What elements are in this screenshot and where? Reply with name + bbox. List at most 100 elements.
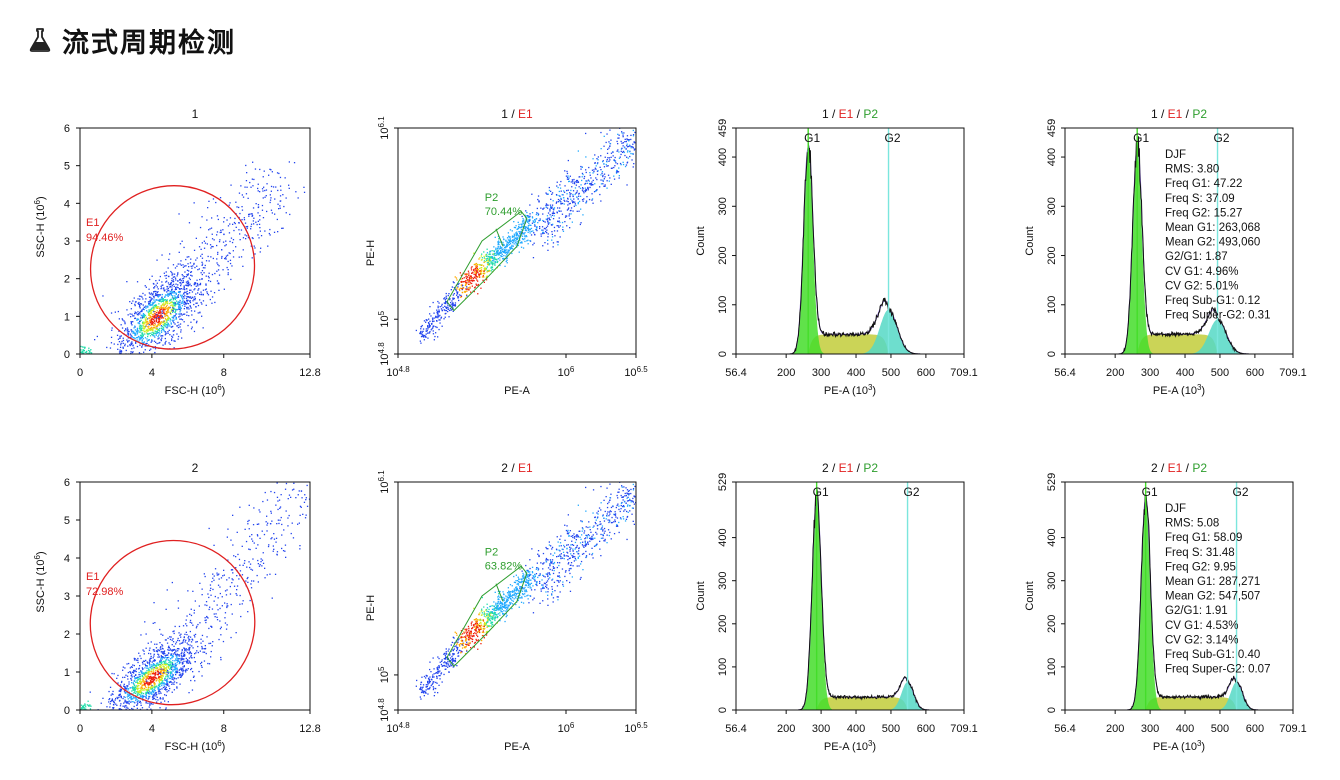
event-dot — [80, 345, 82, 348]
event-dot — [601, 171, 604, 173]
event-dot — [527, 239, 529, 241]
event-dot — [149, 695, 151, 698]
event-dot — [180, 636, 182, 638]
event-dot — [175, 670, 177, 673]
event-dot — [179, 301, 181, 303]
page-title: 流式周期检测 — [28, 20, 236, 60]
event-dot — [161, 656, 163, 658]
event-dot — [217, 584, 220, 586]
event-dot — [142, 313, 145, 315]
event-dot — [125, 328, 127, 330]
event-dot — [599, 193, 601, 196]
event-dot — [505, 246, 507, 248]
event-dot — [162, 656, 164, 658]
event-dot — [427, 326, 429, 328]
event-dot — [143, 314, 145, 316]
event-dot — [277, 189, 279, 192]
event-dot — [135, 341, 137, 343]
event-dot — [168, 294, 170, 296]
event-dot — [169, 293, 172, 295]
event-dot — [153, 307, 155, 309]
event-dot — [643, 148, 644, 149]
event-dot — [428, 318, 430, 320]
event-dot — [551, 214, 553, 216]
event-dot — [161, 296, 163, 298]
event-dot — [150, 322, 152, 324]
event-dot — [140, 657, 142, 660]
event-dot — [527, 221, 529, 223]
event-dot — [158, 669, 160, 671]
event-dot — [154, 294, 157, 297]
event-dot — [139, 307, 141, 309]
event-dot — [454, 276, 456, 278]
event-dot — [175, 659, 177, 661]
event-dot — [175, 288, 177, 290]
g1-peak-area — [736, 147, 964, 354]
event-dot — [151, 293, 153, 295]
event-dot — [600, 183, 603, 185]
event-dot — [128, 662, 130, 665]
event-dot — [216, 215, 219, 217]
event-dot — [444, 299, 446, 301]
event-dot — [614, 165, 616, 167]
event-dot — [173, 683, 175, 685]
event-dot — [223, 217, 225, 219]
event-dot — [143, 342, 145, 344]
event-dot — [566, 193, 568, 195]
event-dot — [177, 294, 180, 296]
event-dot — [165, 664, 167, 666]
event-dot — [174, 669, 176, 671]
event-dot — [591, 169, 594, 171]
event-dot — [149, 316, 152, 318]
event-dot — [187, 296, 189, 298]
event-dot — [177, 306, 180, 308]
event-dot — [153, 311, 155, 313]
event-dot — [152, 334, 154, 337]
event-dot — [245, 580, 247, 582]
event-dot — [130, 351, 132, 353]
event-dot — [617, 149, 619, 151]
event-dot — [506, 253, 508, 256]
event-dot — [270, 209, 273, 211]
event-dot — [621, 142, 623, 144]
y-axis-label: PE-H — [365, 240, 377, 266]
event-dot — [161, 663, 163, 665]
event-dot — [168, 647, 170, 649]
event-dot — [435, 315, 437, 317]
event-dot — [214, 272, 216, 275]
event-dot — [485, 269, 487, 271]
event-dot — [111, 693, 113, 695]
event-dot — [420, 333, 422, 335]
event-dot — [137, 313, 140, 315]
event-dot — [122, 669, 124, 671]
event-dot — [140, 671, 142, 674]
event-dot — [165, 340, 167, 343]
event-dot — [120, 352, 122, 354]
event-dot — [173, 273, 176, 275]
event-dot — [188, 256, 190, 258]
event-dot — [251, 257, 253, 259]
event-dot — [506, 243, 508, 245]
event-dot — [198, 246, 201, 248]
event-dot — [150, 641, 152, 643]
event-dot — [596, 173, 599, 176]
event-dot — [452, 298, 454, 300]
event-dot — [102, 697, 104, 699]
event-dot — [154, 671, 157, 673]
event-dot — [122, 713, 123, 714]
event-dot — [641, 125, 642, 126]
event-dot — [141, 714, 142, 715]
event-dot — [188, 315, 190, 317]
event-dot — [621, 131, 623, 133]
event-dot — [190, 271, 193, 273]
event-dot — [145, 319, 147, 321]
event-dot — [549, 214, 551, 216]
event-dot — [168, 656, 170, 659]
event-dot — [167, 287, 169, 290]
event-dot — [626, 151, 629, 153]
event-dot — [469, 281, 471, 283]
event-dot — [186, 290, 188, 293]
event-dot — [177, 287, 179, 289]
event-dot — [602, 183, 604, 185]
event-dot — [129, 687, 131, 689]
